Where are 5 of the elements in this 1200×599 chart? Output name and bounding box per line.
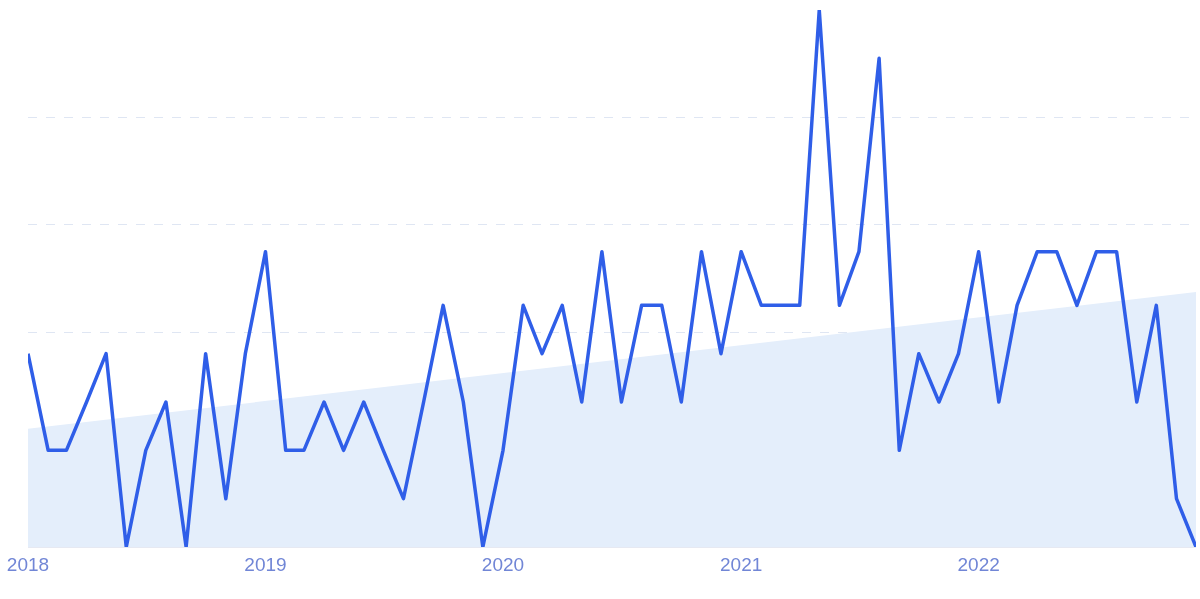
x-tick-label: 2018 [6, 553, 50, 575]
x-tick-label: 2019 [244, 553, 287, 575]
x-tick-label: 2021 [720, 553, 763, 575]
x-tick-label: 2020 [481, 553, 525, 575]
x-tick-label: 2022 [957, 553, 1000, 575]
